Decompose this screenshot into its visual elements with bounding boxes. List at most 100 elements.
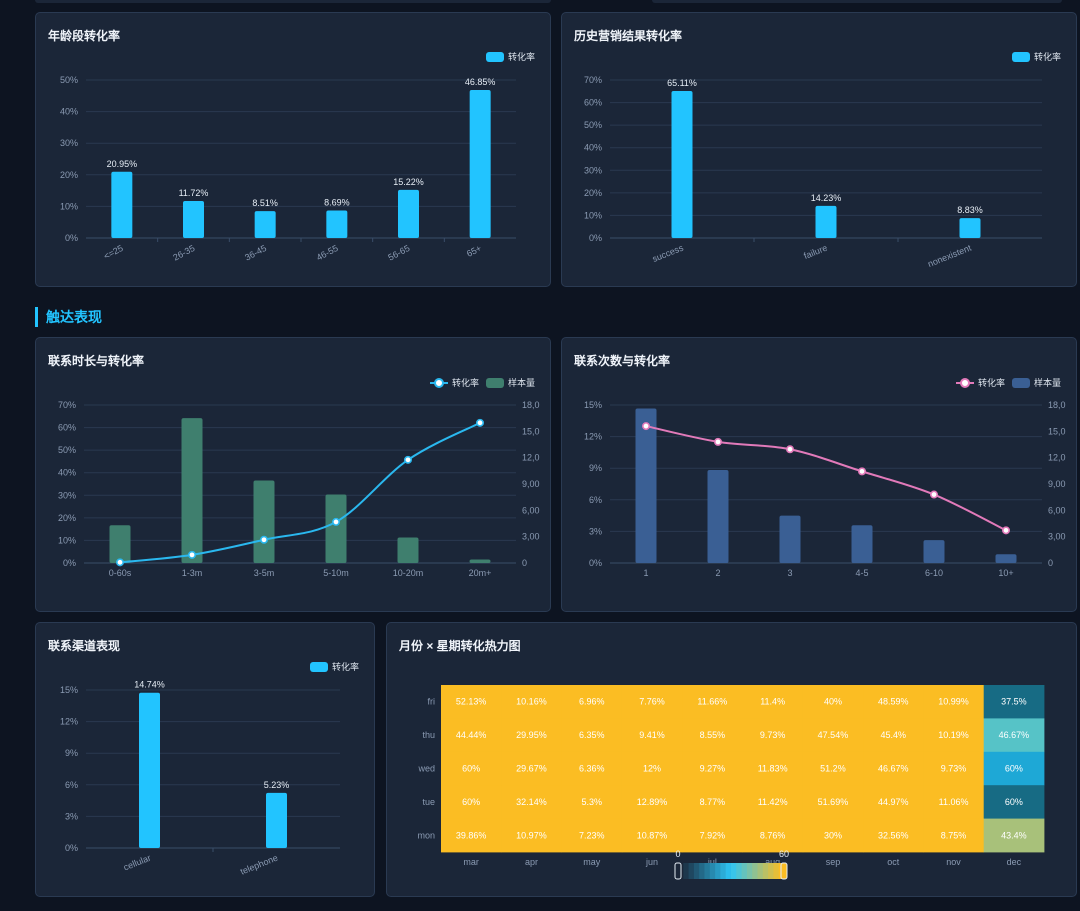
heat-value-fri-sep: 40% bbox=[824, 697, 842, 707]
heat-value-mon-mar: 39.86% bbox=[456, 830, 487, 840]
value-label-56-65: 15.22% bbox=[393, 177, 424, 187]
bar-nonexistent bbox=[959, 218, 981, 238]
y2-tick-label: 15,0 bbox=[1048, 426, 1066, 436]
x-tick-label: 26-35 bbox=[171, 243, 196, 263]
heat-value-thu-mar: 44.44% bbox=[456, 730, 487, 740]
x-tick-label: 36-45 bbox=[243, 243, 268, 263]
heat-value-mon-sep: 30% bbox=[824, 830, 842, 840]
heat-cell-wed-mar bbox=[441, 751, 502, 786]
rate-point-20m bbox=[475, 418, 484, 427]
rate-point-6-10 bbox=[929, 490, 938, 499]
channel-chart-title: 联系渠道表现 bbox=[48, 639, 121, 653]
y-tick-label: 30% bbox=[584, 165, 602, 175]
heat-value-wed-dec: 60% bbox=[1005, 764, 1023, 774]
y-tick-label: 50% bbox=[58, 445, 76, 455]
top-panel-edge-left bbox=[35, 0, 551, 3]
legend-rate-swatch bbox=[1012, 52, 1030, 62]
y-tick-label: 60% bbox=[584, 98, 602, 108]
heat-value-tue-may: 5.3% bbox=[581, 797, 602, 807]
heat-value-fri-dec: 37.5% bbox=[1001, 697, 1027, 707]
sample-bar-6-10 bbox=[923, 540, 945, 563]
heat-col-label-mar: mar bbox=[463, 857, 479, 867]
heat-cell-mon-jul bbox=[682, 818, 743, 853]
visual-map-segment bbox=[752, 863, 758, 879]
heat-cell-thu-mar bbox=[441, 718, 502, 753]
y-tick-label: 12% bbox=[60, 717, 78, 727]
heat-row-label-thu: thu bbox=[422, 730, 435, 740]
heat-cell-thu-oct bbox=[863, 718, 924, 753]
heat-cell-mon-dec bbox=[983, 818, 1045, 853]
heat-cell-fri-may bbox=[561, 685, 623, 719]
heatmap-chart-title: 月份 × 星期转化热力图 bbox=[399, 639, 521, 653]
age-conversion-card: 年龄段转化率 0% 10% 20% 30% 40% 50% 转化率 20.95% <=25 11.… bbox=[35, 12, 551, 287]
heat-cell-wed-may bbox=[561, 751, 623, 786]
heat-cell-wed-oct bbox=[863, 751, 924, 786]
heat-cell-tue-may bbox=[561, 785, 623, 819]
visual-map-segment bbox=[736, 863, 743, 879]
y-tick-label: 30% bbox=[60, 138, 78, 148]
y-tick-label: 0% bbox=[65, 843, 78, 853]
x-tick-label: 65+ bbox=[465, 243, 483, 259]
y-tick-label: 30% bbox=[58, 490, 76, 500]
y-tick-label: 0% bbox=[589, 233, 602, 243]
bar-56-65 bbox=[398, 189, 419, 238]
x-tick-label: failure bbox=[802, 243, 828, 261]
x-tick-label: 6-10 bbox=[925, 568, 943, 578]
visual-map-segment bbox=[768, 863, 774, 879]
heat-value-mon-jul: 7.92% bbox=[700, 830, 726, 840]
visual-map-segment bbox=[762, 863, 769, 879]
heat-cell-wed-jun bbox=[621, 751, 683, 786]
heat-value-mon-apr: 10.97% bbox=[516, 830, 547, 840]
heat-value-thu-jun: 9.41% bbox=[639, 730, 665, 740]
heat-value-tue-jul: 8.77% bbox=[700, 797, 726, 807]
heat-value-thu-aug: 9.73% bbox=[760, 730, 786, 740]
heat-value-tue-aug: 11.42% bbox=[758, 797, 788, 807]
visual-map-segment bbox=[757, 863, 764, 879]
y-tick-label: 40% bbox=[60, 107, 78, 117]
legend-rate-label: 转化率 bbox=[1034, 51, 1061, 62]
y-tick-label: 6% bbox=[65, 780, 78, 790]
rate-point-5-10m bbox=[331, 517, 340, 526]
visual-map-segment bbox=[773, 863, 780, 879]
heat-cell-thu-nov bbox=[923, 718, 985, 753]
heat-cell-thu-jun bbox=[621, 718, 683, 753]
heat-col-label-dec: dec bbox=[1007, 857, 1022, 867]
top-panel-edge-right bbox=[652, 0, 1062, 3]
y-tick-label: 12% bbox=[584, 432, 602, 442]
heat-cell-fri-nov bbox=[923, 685, 985, 719]
bar-25 bbox=[111, 171, 133, 238]
value-label-46-55: 8.69% bbox=[324, 198, 350, 208]
heat-value-mon-jun: 10.87% bbox=[637, 830, 668, 840]
y-tick-label: 40% bbox=[58, 468, 76, 478]
contacts-conversion-card: 联系次数与转化率 0% 3% 6% 9% 12% 15% 0 3,00 6,00 9,00 12,0… bbox=[561, 337, 1077, 612]
visual-map-segment bbox=[688, 863, 695, 879]
heat-value-wed-apr: 29.67% bbox=[516, 764, 547, 774]
heat-cell-mon-aug bbox=[742, 818, 804, 853]
heat-cell-tue-mar bbox=[441, 785, 502, 819]
visual-map-segment bbox=[699, 863, 705, 879]
y2-tick-label: 0 bbox=[1048, 558, 1053, 568]
visual-map-segment bbox=[731, 863, 737, 879]
rate-point-0-60s bbox=[116, 558, 125, 567]
heat-value-mon-aug: 8.76% bbox=[760, 830, 786, 840]
sample-bar-2 bbox=[707, 469, 729, 563]
x-tick-label: 10+ bbox=[998, 568, 1013, 578]
heat-value-tue-sep: 51.69% bbox=[818, 797, 849, 807]
legend-samples-swatch bbox=[486, 378, 504, 388]
y2-tick-label: 6,00 bbox=[522, 505, 540, 515]
x-tick-label: 1 bbox=[643, 568, 648, 578]
heat-cell-mon-jun bbox=[621, 818, 683, 853]
bar-46-55 bbox=[326, 210, 348, 238]
heat-cell-fri-mar bbox=[441, 685, 502, 719]
bar-cellular bbox=[139, 692, 160, 848]
heat-cell-tue-apr bbox=[501, 785, 562, 819]
heat-cell-tue-sep bbox=[802, 785, 864, 819]
x-tick-label: nonexistent bbox=[926, 242, 973, 269]
heat-cell-wed-jul bbox=[682, 751, 743, 786]
x-tick-label: 3-5m bbox=[254, 568, 275, 578]
channel-performance-chart: 0% 3% 6% 9% 12% 15% 转化率 14.74% cellular 5.23% tele… bbox=[60, 661, 359, 877]
legend-rate-marker bbox=[960, 378, 970, 388]
heat-value-wed-oct: 46.67% bbox=[878, 764, 909, 774]
x-tick-label: telephone bbox=[239, 853, 279, 877]
heat-cell-wed-apr bbox=[501, 751, 562, 786]
